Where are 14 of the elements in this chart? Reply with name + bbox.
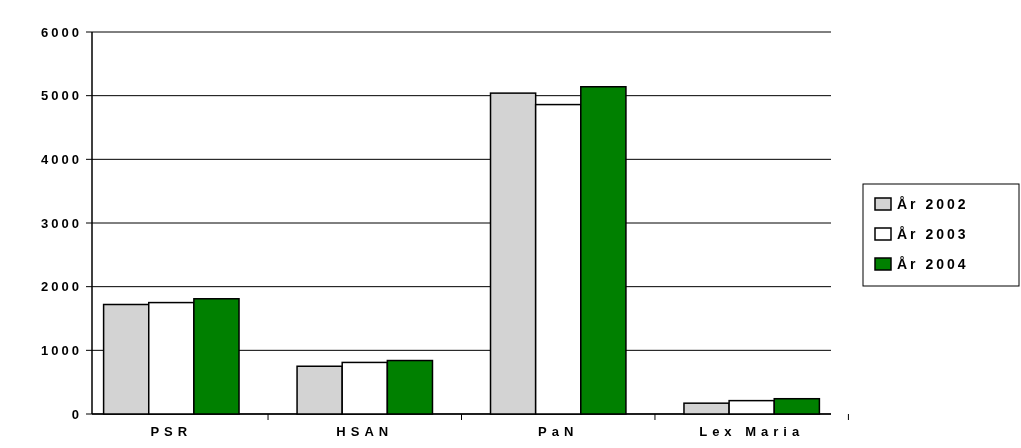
x-tick-label: Lex Maria [699, 424, 805, 439]
y-tick-label: 2000 [41, 279, 82, 295]
x-tick-label: PaN [538, 424, 579, 439]
y-tick-label: 1000 [41, 342, 82, 358]
y-tick-label: 4000 [41, 151, 82, 167]
x-tick-label: HSAN [336, 424, 394, 439]
x-tick-label: PSR [150, 424, 193, 439]
y-tick-label: 0 [71, 406, 82, 422]
legend-label: År 2002 [897, 195, 969, 212]
y-tick-label: 5000 [41, 88, 82, 104]
legend-label: År 2003 [897, 225, 969, 242]
y-tick-label: 6000 [41, 24, 82, 40]
legend-label: År 2004 [897, 255, 969, 272]
y-tick-label: 3000 [41, 215, 82, 231]
